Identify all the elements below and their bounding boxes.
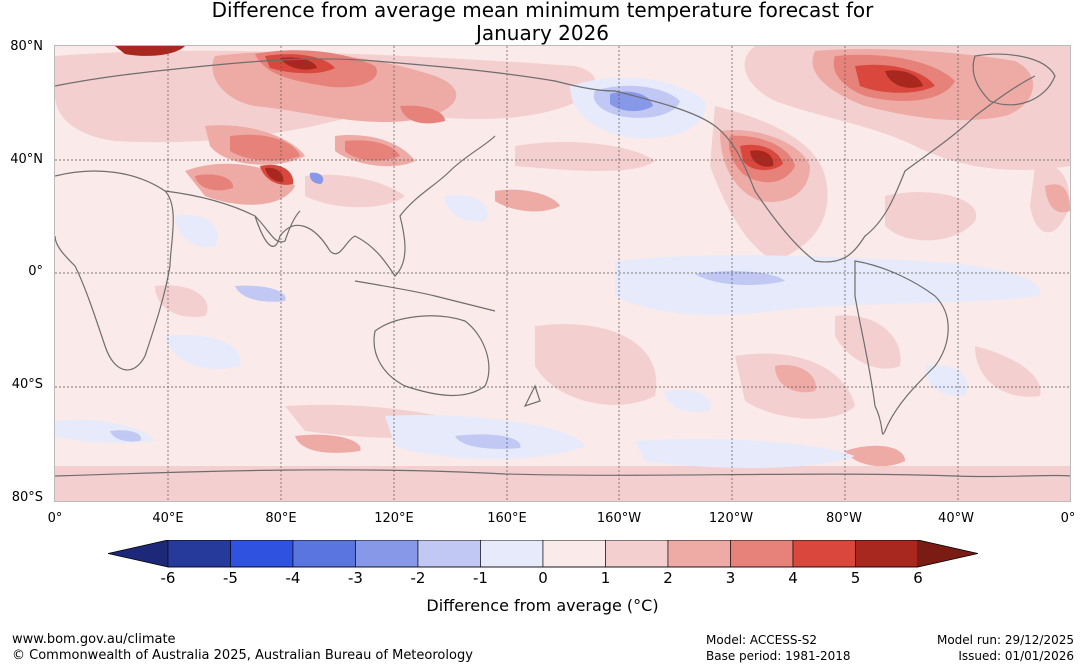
lon-label-40e: 40°E <box>152 511 184 526</box>
extreme-warm-patches <box>115 46 923 182</box>
colorbar-segment <box>230 540 294 568</box>
anomaly-map-svg <box>55 46 1070 501</box>
colorbar-tick: -6 <box>160 569 176 587</box>
colorbar-label: Difference from average (°C) <box>426 596 659 615</box>
colorbar-segment <box>480 540 544 568</box>
lat-label-80n: 80°N <box>10 39 43 54</box>
colorbar-under-triangle <box>108 540 168 567</box>
lat-label-40n: 40°N <box>10 152 43 167</box>
colorbar-segment <box>605 540 669 568</box>
lat-label-equator: 0° <box>28 264 43 279</box>
colorbar-tick: 1 <box>600 569 611 587</box>
map-title: Difference from average mean minimum tem… <box>0 0 1085 45</box>
title-line-1: Difference from average mean minimum tem… <box>211 0 874 22</box>
forecast-map <box>54 45 1071 502</box>
coastlines <box>55 53 1070 478</box>
lon-label-160e: 160°E <box>487 511 527 526</box>
copyright-text: © Commonwealth of Australia 2025, Austra… <box>12 648 473 663</box>
lat-label-40s: 40°S <box>11 377 43 392</box>
title-line-2: January 2026 <box>475 21 610 45</box>
colorbar-tick: 2 <box>663 569 673 587</box>
lon-label-80e: 80°E <box>265 511 297 526</box>
colorbar-tick: 6 <box>913 569 923 587</box>
colorbar-tick: -4 <box>285 569 301 587</box>
website-link[interactable]: www.bom.gov.au/climate <box>12 632 176 647</box>
colorbar-segments <box>167 540 919 568</box>
colorbar-segment <box>542 540 606 568</box>
colorbar-tick: 5 <box>850 569 861 587</box>
model-run-date: Model run: 29/12/2025 <box>936 633 1074 647</box>
colorbar-segment <box>667 540 731 568</box>
lon-label-0: 0° <box>47 511 63 526</box>
colorbar-segment <box>792 540 856 568</box>
colorbar-tick: -2 <box>410 569 426 587</box>
colorbar-segment <box>167 540 231 568</box>
lon-label-80w: 80°W <box>826 511 862 526</box>
lat-label-80s: 80°S <box>11 490 43 505</box>
colorbar-segment <box>855 540 919 568</box>
colorbar <box>108 540 978 568</box>
colorbar-segment <box>355 540 419 568</box>
colorbar-tick: -5 <box>223 569 238 587</box>
issued-date: Issued: 01/01/2026 <box>958 649 1074 663</box>
antarctic-band <box>55 466 1070 501</box>
lon-label-40w: 40°W <box>938 511 974 526</box>
lon-label-120e: 120°E <box>374 511 414 526</box>
colorbar-segment <box>292 540 356 568</box>
model-name: Model: ACCESS-S2 <box>706 633 818 647</box>
strong-cool-patches <box>309 91 653 184</box>
colorbar-outline <box>108 540 978 568</box>
colorbar-over-triangle <box>918 540 978 567</box>
colorbar-tick: -3 <box>348 569 363 587</box>
colorbar-tick: 0 <box>538 569 548 587</box>
colorbar-segment <box>417 540 481 568</box>
lon-label-360: 0° <box>1060 511 1076 526</box>
colorbar-tick: 4 <box>788 569 798 587</box>
gridlines <box>55 46 1070 501</box>
lon-label-160w: 160°W <box>596 511 642 526</box>
lon-label-120w: 120°W <box>708 511 754 526</box>
colorbar-tick: -1 <box>473 569 488 587</box>
base-period: Base period: 1981-2018 <box>706 649 851 663</box>
colorbar-tick: 3 <box>725 569 736 587</box>
colorbar-segment <box>730 540 794 568</box>
